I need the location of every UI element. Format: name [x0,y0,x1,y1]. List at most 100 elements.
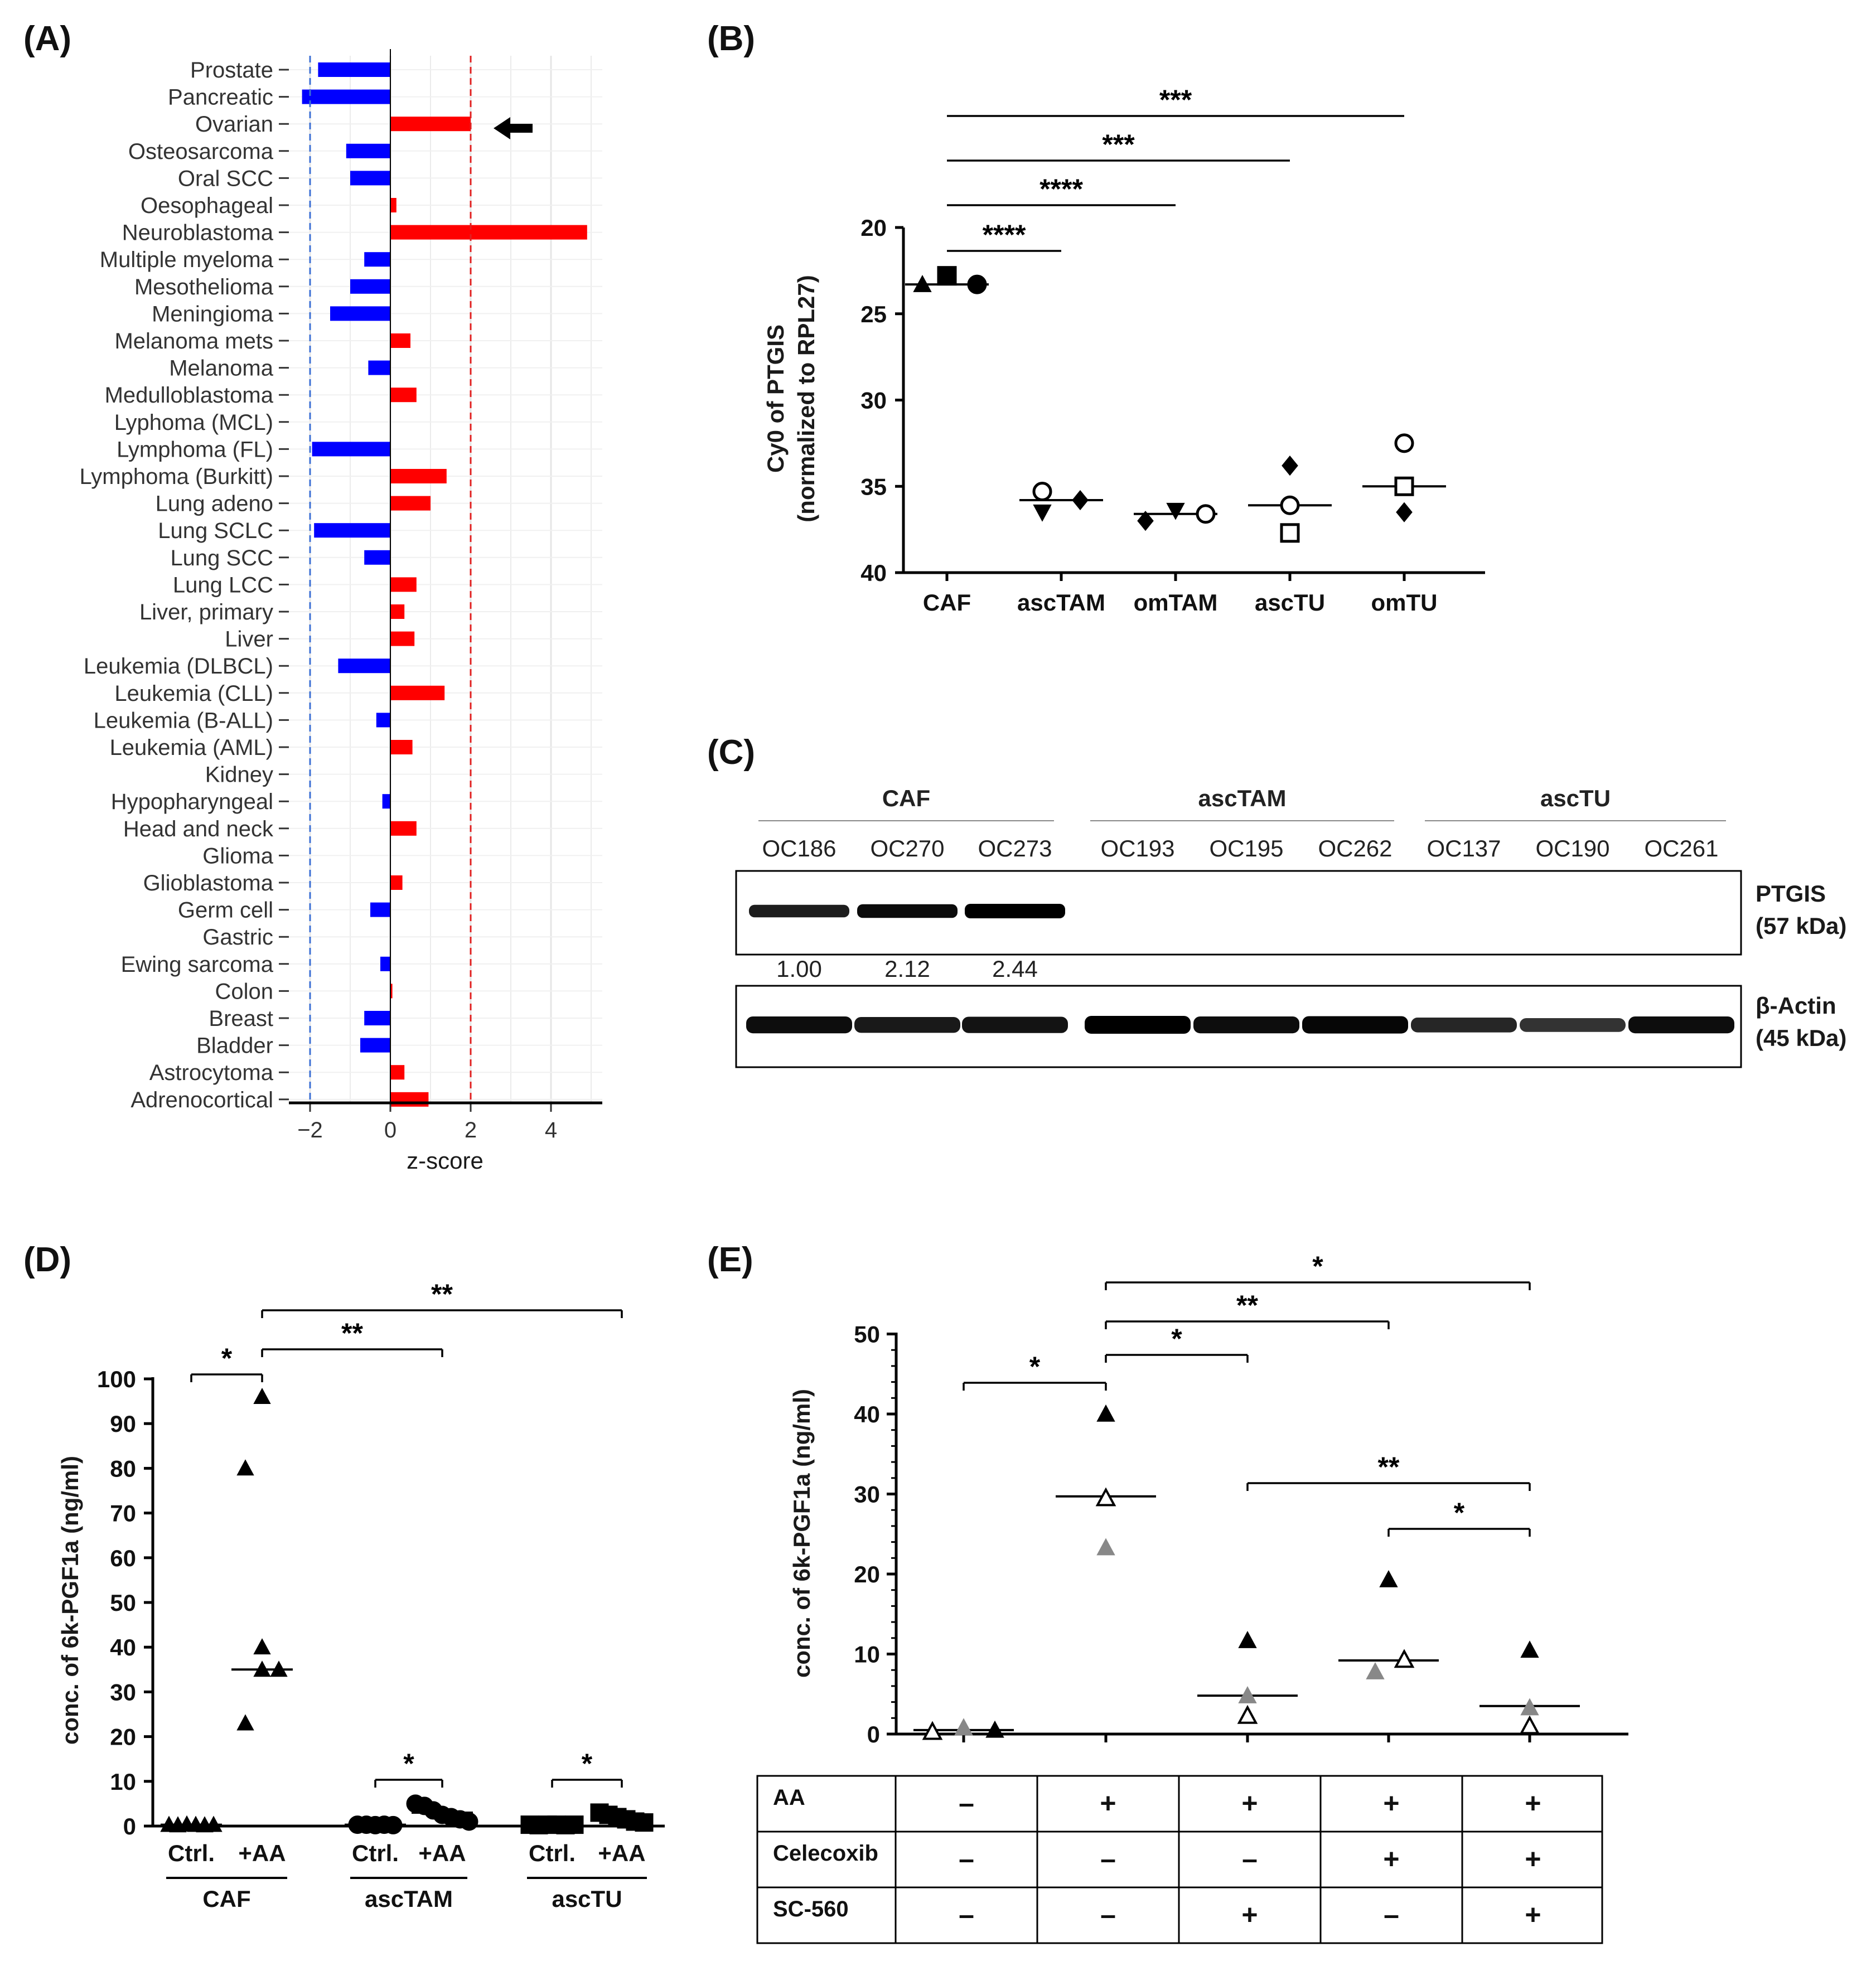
bar-ovarian [390,117,471,132]
category-label-liver: Liver [225,627,273,652]
chart-e-points [922,1404,1540,1740]
blot-actin-size: (45 kDa) [1756,1025,1846,1051]
category-label-lung-adeno: Lung adeno [156,492,273,516]
significance-label-3: * [1312,1251,1323,1282]
significance-label-0: * [221,1343,233,1374]
chart-d-x-labels: Ctrl. +AA Ctrl. +AA Ctrl. +AA [168,1840,646,1866]
category-label-kidney: Kidney [205,763,273,787]
point-1-3 [270,1660,288,1677]
point-0-2 [985,1720,1004,1738]
blot-lane-oc273: OC273 [978,835,1052,861]
x-label-omtam: omTAM [1134,589,1218,616]
category-label-prostate: Prostate [190,58,273,83]
point-1-0 [253,1387,271,1404]
western-blot: CAF ascTAM ascTU OC186 OC270 OC273 OC193 OC195… [735,785,1846,1068]
chart-e-y-ticks: 0 10 20 30 40 50 [854,1321,896,1747]
chart-d-y-ticks: 0 10 20 30 40 50 60 70 80 90 100 [97,1366,153,1839]
chart-a-gridlines [289,56,602,1103]
point-4-2 [1519,1715,1540,1735]
group-label-asctu: ascTU [552,1886,622,1912]
point-1-0 [1096,1404,1115,1422]
actin-band-oc270 [854,1017,960,1033]
category-label-multiple-myeloma: Multiple myeloma [100,248,274,272]
category-label-lymphoma-fl: Lymphoma (FL) [117,437,273,462]
bar-lymphoma-fl [312,442,390,457]
bar-ewing-sarcoma [380,956,390,971]
significance-label-2: *** [1102,129,1135,160]
group-label-asctam: ascTAM [365,1886,453,1912]
table-cell-celecoxib-0: – [959,1843,974,1875]
bar-leukemia-b-all [376,713,390,728]
point-4-0 [1520,1640,1539,1658]
significance-label-2: ** [431,1279,453,1310]
x-label-4: Ctrl. [529,1840,576,1866]
blot-quant-oc186: 1.00 [776,956,822,982]
bar-mesothelioma [350,279,390,294]
table-cell-sc-560-2: + [1241,1899,1258,1930]
point-2-4 [384,1815,403,1834]
x-tick-label-1: 0 [384,1118,397,1142]
bar-meningioma [330,306,390,321]
bar-bladder [360,1038,390,1053]
category-label-leukemia-cll: Leukemia (CLL) [114,681,273,706]
significance-label-4: * [582,1748,593,1779]
point-asctam-3 [1032,482,1052,502]
bar-melanoma [368,360,390,375]
bar-hypopharyngeal [382,794,390,809]
category-label-colon: Colon [215,979,273,1004]
point-caf-2 [967,274,987,294]
blot-ptgis-label: PTGIS [1756,880,1826,907]
significance-label-5: * [1454,1497,1465,1528]
panel-label-b: (B) [707,20,755,58]
actin-band-oc262 [1302,1016,1408,1034]
category-label-hypopharyngeal: Hypopharyngeal [111,790,273,814]
blot-lane-labels: OC186 OC270 OC273 OC193 OC195 OC262 OC137 OC190… [762,835,1718,861]
table-row-label-celecoxib: Celecoxib [773,1841,878,1866]
bar-breast [364,1011,390,1025]
significance-label-1: * [1171,1323,1182,1354]
point-asctu-9 [1282,456,1298,476]
point-1-5 [236,1714,254,1731]
bar-neuroblastoma [390,225,587,240]
blot-quantification: 1.00 2.12 2.44 [776,956,1038,982]
bar-astrocytoma [390,1065,405,1080]
chart-b-y-axis-title-line1: Cy0 of PTGIS [762,325,789,473]
y-tick-label-5: 50 [854,1321,880,1348]
category-label-liver-primary: Liver, primary [139,600,273,624]
point-2-1 [1238,1686,1257,1703]
category-label-melanoma: Melanoma [169,356,274,381]
bar-pancreatic [302,89,390,104]
table-row-label-sc-560: SC-560 [773,1897,849,1921]
category-label-gastric: Gastric [202,925,273,950]
bar-prostate [318,62,390,77]
category-label-leukemia-b-all: Leukemia (B-ALL) [94,708,273,733]
bar-lung-scc [364,550,390,565]
category-label-neuroblastoma: Neuroblastoma [122,221,274,245]
chart-b-significance: ************** [947,84,1404,252]
category-label-lung-scc: Lung SCC [170,546,273,570]
y-tick-label-0: 0 [123,1813,136,1839]
y-tick-label-9: 90 [110,1411,136,1437]
category-label-lyphoma-mcl: Lyphoma (MCL) [114,410,273,435]
chart-b-y-ticks: 20 25 30 35 40 [860,215,903,586]
category-label-leukemia-aml: Leukemia (AML) [110,735,273,760]
point-omtu-13 [1394,476,1414,496]
y-tick-label-1: 10 [110,1769,136,1795]
y-tick-label-0: 20 [860,215,887,241]
actin-band-oc193 [1085,1016,1191,1034]
chart-a-zscore-bars: ProstatePancreaticOvarianOsteosarcomaOra… [80,49,602,1174]
significance-label-1: **** [1039,173,1083,205]
actin-band-oc186 [746,1016,852,1034]
point-0-5 [205,1815,223,1832]
bar-germ-cell [370,902,390,917]
actin-band-oc261 [1628,1016,1734,1034]
point-1-1 [1095,1487,1116,1507]
ovarian-arrow-icon [494,117,533,139]
blot-group-asctam: ascTAM [1198,785,1287,811]
point-3-2 [1394,1649,1415,1668]
point-asctam-4 [1033,504,1052,522]
table-cell-aa-0: – [959,1788,974,1819]
point-4-5 [565,1815,584,1834]
